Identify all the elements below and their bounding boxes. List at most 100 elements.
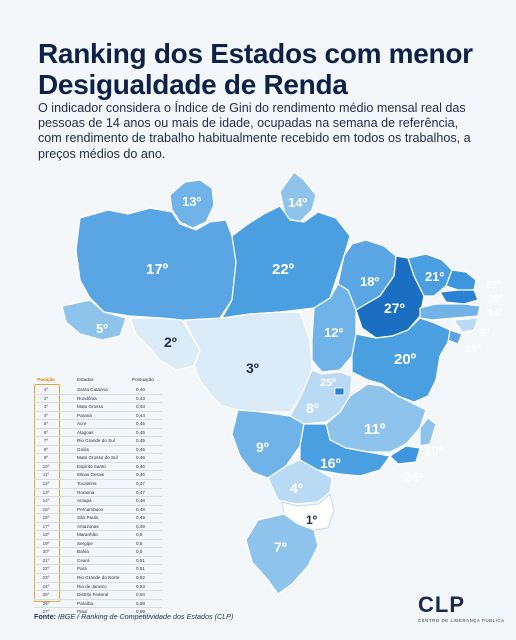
row-position: 24º — [42, 583, 50, 589]
row-state: Amapá — [77, 498, 92, 504]
row-state: Ceará — [77, 557, 90, 563]
row-score: 0,51 — [136, 557, 145, 563]
row-state: Paraná — [77, 412, 92, 418]
row-position: 14º — [42, 498, 50, 504]
label-rio-de-janeiro: 24º — [404, 470, 423, 485]
row-position: 15º — [42, 506, 50, 512]
row-state: Espírito Santo — [77, 463, 106, 469]
row-score: 0,45 — [136, 446, 145, 452]
row-position: 10º — [42, 463, 50, 469]
row-state: Bahia — [77, 549, 89, 555]
label-distrito-federal: 25º — [320, 377, 336, 389]
table-row: 27º Piauí 0,59 — [34, 608, 162, 617]
row-state: Tocantins — [77, 481, 97, 487]
table-row: 24º Rio de Janeiro 0,53 — [34, 583, 162, 592]
label-parana: 4º — [290, 480, 303, 496]
row-state: Maranhão — [77, 532, 98, 538]
table-row: 6º Alagoas 0,45 — [34, 429, 162, 438]
row-score: 0,58 — [136, 600, 145, 606]
row-position: 13º — [42, 489, 50, 495]
row-score: 0,45 — [136, 429, 145, 435]
table-row: 16º São Paulo 0,49 — [34, 514, 162, 523]
row-score: 0,43 — [136, 395, 145, 401]
ranking-table-body: 1º Santa Catarina 0,40 2º Rondônia 0,43 3º Mato… — [34, 384, 162, 617]
table-row: 18º Maranhão 0,5 — [34, 531, 162, 540]
state-rio-grande-do-norte — [445, 269, 477, 291]
label-goias: 8º — [306, 400, 319, 416]
row-state: Pernambuco — [77, 506, 104, 512]
label-amazonas: 17º — [146, 261, 169, 278]
row-score: 0,46 — [136, 455, 145, 461]
row-state: Rio de Janeiro — [77, 583, 107, 589]
table-row: 1º Santa Catarina 0,40 — [34, 386, 162, 395]
row-score: 0,53 — [136, 583, 145, 589]
row-score: 0,47 — [136, 481, 145, 487]
label-para: 22º — [272, 261, 295, 278]
page-title: Ranking dos Estados com menor Desigualda… — [38, 38, 473, 100]
label-sao-paulo: 16º — [320, 455, 341, 471]
row-position: 7º — [43, 438, 49, 444]
row-position: 18º — [42, 532, 50, 538]
state-mato-grosso — [183, 311, 313, 413]
row-position: 8º — [43, 446, 49, 452]
row-score: 0,45 — [136, 421, 145, 427]
row-score: 0,49 — [136, 523, 145, 529]
table-row: 2º Rondônia 0,43 — [34, 395, 162, 404]
ranking-table: Posição Estados Pontuação 1º Santa Catari… — [34, 377, 162, 617]
row-score: 0,49 — [136, 515, 145, 521]
row-score: 0,5 — [136, 532, 143, 538]
clp-logo-tagline: CENTRO DE LIDERANÇA PÚBLICA — [418, 618, 505, 623]
row-state: Alagoas — [77, 429, 94, 435]
state-bahia — [351, 317, 451, 403]
table-row: 14º Amapá 0,48 — [34, 497, 162, 506]
row-position: 2º — [43, 395, 49, 401]
table-row: 13º Roraima 0,47 — [34, 489, 162, 498]
label-ceara: 21º — [425, 269, 444, 284]
row-position: 20º — [42, 549, 50, 555]
label-rio-grande-do-norte: 23º — [486, 280, 501, 291]
row-position: 4º — [43, 412, 49, 418]
label-amapa: 14º — [288, 195, 307, 210]
label-piaui: 27º — [384, 300, 405, 316]
row-state: Santa Catarina — [77, 387, 108, 392]
row-score: 0,48 — [136, 506, 145, 512]
row-score: 0,48 — [136, 498, 145, 504]
row-state: Sergipe — [77, 540, 93, 546]
table-row: 25º Distrito Federal 0,54 — [34, 591, 162, 600]
page-subtitle: O indicador considera o Índice de Gini d… — [38, 101, 471, 161]
table-row: 7º Rio Grande do Sul 0,45 — [34, 437, 162, 446]
label-espirito-santo: 10º — [424, 443, 443, 458]
label-bahia: 20º — [394, 351, 417, 368]
state-acre — [61, 299, 127, 341]
row-score: 0,5 — [136, 540, 143, 546]
label-alagoas: 5º — [480, 328, 490, 339]
position-column-frame — [34, 384, 60, 602]
row-position: 3º — [43, 404, 49, 410]
row-score: 0,43 — [136, 404, 145, 410]
row-position: 17º — [42, 523, 50, 529]
row-state: Mato Grosso do Sul — [77, 455, 118, 461]
row-score: 0,46 — [136, 472, 145, 478]
state-parana — [267, 459, 333, 505]
row-position: 9º — [43, 455, 49, 461]
header-position: Posição — [37, 377, 55, 382]
row-state: Amazonas — [77, 523, 99, 529]
table-row: 22º Pará 0,51 — [34, 565, 162, 575]
row-position: 5º — [43, 421, 49, 427]
table-row: 10º Espírito Santo 0,46 — [34, 463, 162, 472]
label-rio-grande-do-sul: 7º — [274, 539, 287, 555]
row-position: 26º — [42, 600, 50, 606]
row-state: Pará — [77, 566, 87, 572]
row-position: 21º — [42, 557, 50, 563]
state-distrito-federal — [334, 387, 345, 396]
row-score: 0,45 — [136, 438, 145, 444]
row-position: 22º — [42, 566, 50, 572]
row-state: Rondônia — [77, 395, 97, 401]
state-espirito-santo — [419, 417, 437, 447]
header-score: Pontuação — [132, 377, 154, 382]
table-row: 5º Acre 0,45 — [34, 420, 162, 429]
label-acre: 5º — [96, 321, 108, 336]
row-state: Mato Grosso — [77, 404, 104, 410]
state-rio-de-janeiro — [389, 445, 421, 465]
